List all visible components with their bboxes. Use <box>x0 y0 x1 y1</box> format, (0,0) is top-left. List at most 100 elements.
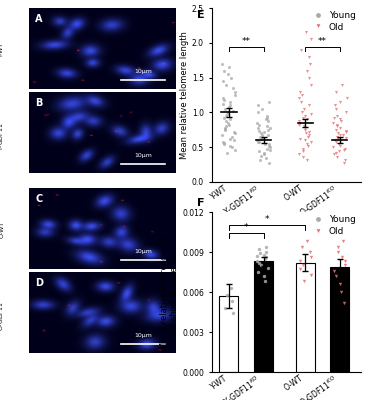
Point <box>333 106 339 112</box>
Point <box>220 138 226 145</box>
Text: C: C <box>35 194 43 204</box>
Point <box>230 108 236 114</box>
Point <box>299 92 305 98</box>
Text: **: ** <box>242 37 251 46</box>
Point <box>337 125 343 132</box>
Point <box>343 129 349 135</box>
Point <box>229 144 235 150</box>
Point <box>258 130 263 136</box>
Point <box>222 106 228 112</box>
Point <box>254 137 260 144</box>
Point <box>230 310 236 316</box>
Point <box>233 88 238 95</box>
Point <box>254 253 260 259</box>
Point <box>339 81 345 88</box>
Point <box>264 115 270 121</box>
Point <box>300 148 305 154</box>
Point <box>308 249 314 255</box>
Point <box>266 99 272 105</box>
Point <box>220 60 226 67</box>
Point <box>226 122 232 128</box>
Point <box>258 134 263 140</box>
Point <box>263 254 269 260</box>
Point <box>231 129 237 135</box>
Point <box>307 74 312 81</box>
Text: F: F <box>197 198 204 208</box>
Point <box>298 99 304 105</box>
Point <box>300 154 306 160</box>
Point <box>265 265 271 271</box>
Point <box>258 262 264 268</box>
Point <box>267 147 273 153</box>
Point <box>229 134 235 140</box>
Point <box>304 140 310 147</box>
Text: 10μm: 10μm <box>134 154 152 158</box>
Point <box>256 246 262 252</box>
Point <box>337 143 343 149</box>
Point <box>221 140 227 146</box>
Point <box>341 300 347 306</box>
Point <box>302 126 308 133</box>
Point <box>220 95 226 102</box>
Point <box>222 127 228 134</box>
Point <box>257 156 263 163</box>
Point <box>256 148 262 154</box>
Point <box>262 278 268 284</box>
Point <box>330 120 336 126</box>
Point <box>261 252 267 258</box>
Y-axis label: Mean relative telomere length: Mean relative telomere length <box>180 31 189 159</box>
Point <box>227 116 233 122</box>
Point <box>220 78 226 84</box>
Point <box>266 143 272 149</box>
Point <box>230 85 236 91</box>
Point <box>331 115 337 121</box>
Point <box>265 145 270 152</box>
Point <box>333 126 339 133</box>
Point <box>340 132 346 138</box>
Text: Y-GDF11$^{KO}$: Y-GDF11$^{KO}$ <box>0 115 7 151</box>
Point <box>308 36 314 42</box>
Point <box>221 141 227 148</box>
Point <box>342 156 348 163</box>
Point <box>297 120 303 126</box>
Point <box>267 144 273 150</box>
Point <box>298 46 304 53</box>
Point <box>231 137 237 144</box>
Point <box>342 262 348 268</box>
Point <box>335 244 341 250</box>
Point <box>343 258 348 264</box>
Point <box>341 159 347 166</box>
Point <box>232 147 238 153</box>
Bar <box>254 261 273 372</box>
Point <box>306 132 312 138</box>
Point <box>224 292 230 298</box>
Point <box>304 68 310 74</box>
Text: *: * <box>244 223 248 232</box>
Text: 10μm: 10μm <box>134 250 152 254</box>
Point <box>340 238 346 244</box>
Point <box>266 159 272 166</box>
Point <box>264 113 270 119</box>
Point <box>298 88 304 95</box>
Point <box>263 154 269 161</box>
Point <box>299 109 305 116</box>
Point <box>220 101 226 107</box>
Point <box>335 134 340 140</box>
Point <box>257 250 263 256</box>
Bar <box>296 263 315 372</box>
Point <box>302 137 308 144</box>
Point <box>256 138 262 145</box>
Point <box>226 64 232 70</box>
Point <box>261 151 267 157</box>
Point <box>262 256 268 262</box>
Point <box>265 118 271 124</box>
Point <box>342 145 348 152</box>
Point <box>227 136 233 142</box>
Point <box>303 130 309 136</box>
Point <box>332 102 338 109</box>
Text: 10μm: 10μm <box>134 70 152 74</box>
Point <box>303 29 309 36</box>
Point <box>344 95 350 102</box>
Point <box>300 145 306 152</box>
Point <box>255 139 261 146</box>
